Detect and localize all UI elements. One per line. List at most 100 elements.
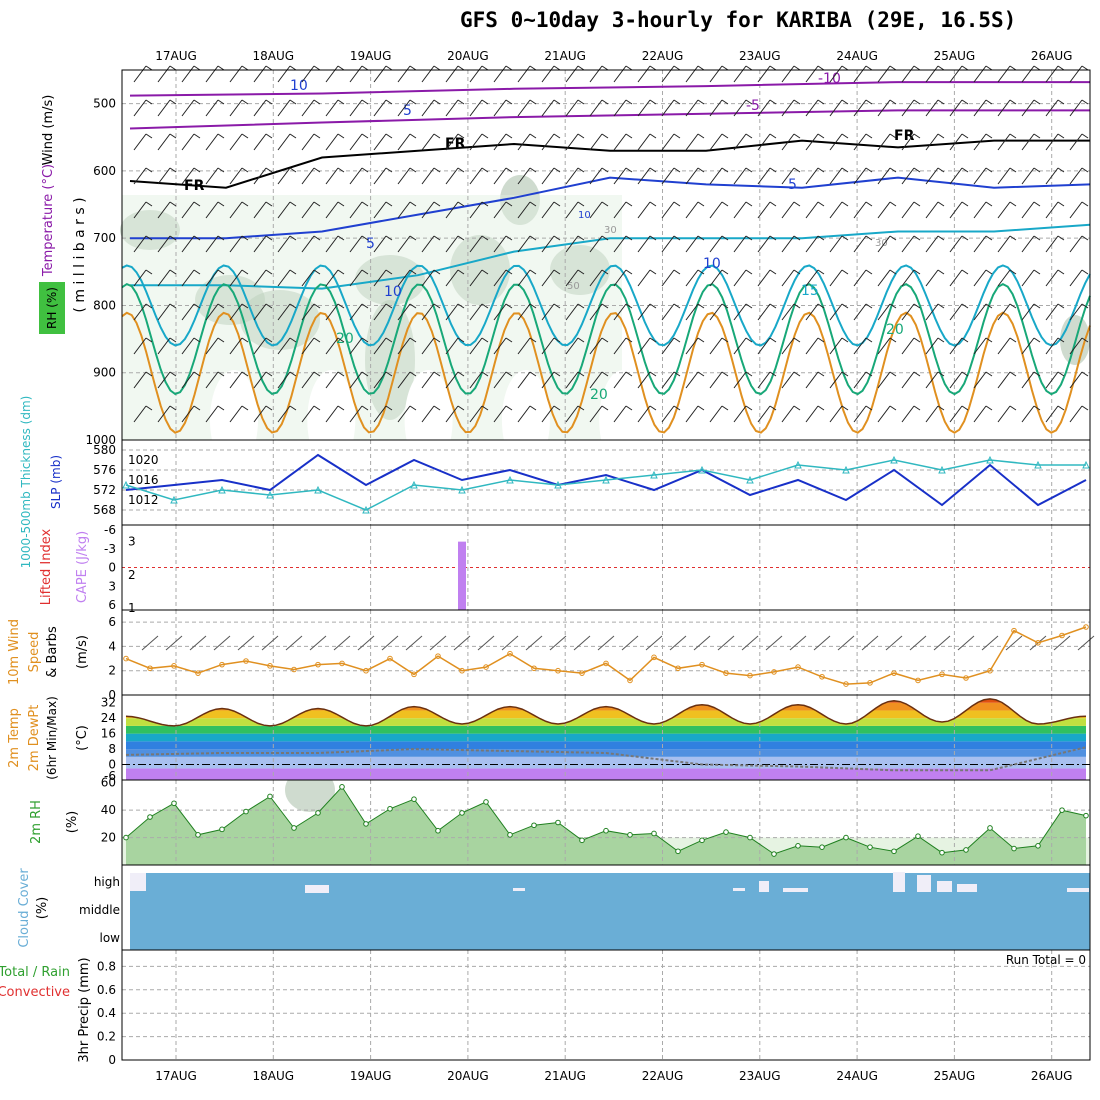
barb [589, 269, 603, 287]
barb-flag [793, 167, 801, 173]
barb-flag [361, 65, 369, 71]
barb [637, 235, 651, 253]
date-label-top: 17AUG [155, 49, 197, 63]
rh-cell [365, 300, 415, 420]
barb-flag [817, 269, 825, 275]
barb [453, 635, 471, 651]
barb-flag [337, 371, 345, 377]
barb-flag [217, 405, 225, 411]
rh-point [315, 810, 321, 816]
barb [373, 337, 387, 355]
ylabel-temp-unit: (°C) [75, 725, 90, 751]
barb [229, 201, 243, 219]
barb [493, 99, 507, 117]
barb-flag [457, 405, 465, 411]
rh-point [531, 822, 537, 829]
temperature-band [126, 725, 1086, 734]
warm-core [793, 370, 842, 470]
barb [373, 99, 387, 117]
barb-flag [913, 99, 921, 105]
barb-flag [481, 133, 489, 139]
barb [669, 635, 687, 651]
barb [781, 303, 795, 321]
barb [1053, 635, 1071, 651]
li-tick: 0 [108, 561, 116, 575]
barb-flag [721, 99, 729, 105]
barb [901, 133, 915, 151]
barb [469, 99, 483, 117]
barb [301, 371, 315, 389]
barb [493, 65, 507, 83]
barb [925, 65, 939, 83]
barb-flag [937, 167, 945, 173]
barb [1069, 405, 1083, 423]
barb [853, 133, 867, 151]
barb-flag [1081, 201, 1089, 207]
wind-speed-point [315, 661, 321, 668]
barb [685, 99, 699, 117]
barb-flag [1009, 405, 1017, 411]
cloud-gap [893, 872, 905, 892]
warm-core [988, 370, 1037, 470]
contour-label: -10 [818, 71, 841, 87]
barb-flag [241, 303, 249, 309]
rh-point [651, 830, 657, 837]
li-tick: -6 [104, 523, 116, 537]
barb [637, 337, 651, 355]
isotherm-wave [121, 311, 1091, 434]
barb-flag [505, 201, 513, 207]
cape-tick: 1 [128, 601, 136, 615]
date-label-top: 22AUG [642, 49, 684, 63]
barb [541, 167, 555, 185]
temperature-band [126, 718, 1086, 726]
barb [805, 167, 819, 185]
rh-point [1011, 845, 1017, 852]
barb [901, 269, 915, 287]
barb [973, 99, 987, 117]
barb-flag [961, 371, 969, 377]
barb-flag [865, 133, 873, 139]
rh-point [579, 837, 585, 844]
barb [637, 371, 651, 389]
rh-point [339, 784, 345, 790]
rh-point [603, 827, 609, 834]
barb [301, 201, 315, 219]
barb-flag [577, 133, 585, 139]
barb [397, 405, 411, 423]
barb-flag [169, 405, 177, 411]
barb-flag [433, 371, 441, 377]
barb [229, 133, 243, 151]
barb [205, 65, 219, 83]
barb [1069, 303, 1083, 321]
ylabel-minmax: (6hr Min/Max) [45, 696, 59, 780]
barb [157, 133, 171, 151]
barb-flag [505, 235, 513, 241]
barb-flag [529, 337, 537, 343]
barb [229, 303, 243, 321]
barb-flag [193, 371, 201, 377]
barb-flag [529, 371, 537, 377]
barb [349, 201, 363, 219]
barb [157, 303, 171, 321]
barb-flag [169, 65, 177, 71]
barb-flag [697, 65, 705, 71]
barb-flag [361, 167, 369, 173]
barb-flag [769, 65, 777, 71]
barb [829, 65, 843, 83]
contour-label: 20 [886, 322, 904, 338]
barb-flag [985, 133, 993, 139]
barb-flag [1033, 337, 1041, 343]
wind-speed-point [507, 650, 513, 657]
barb-flag [673, 99, 681, 105]
barb [877, 405, 891, 423]
wind-speed-point [627, 677, 633, 684]
wind-speed-point [411, 671, 417, 678]
wind-speed-point [531, 665, 537, 672]
barb-flag [577, 371, 585, 377]
wind-speed-point [579, 670, 585, 676]
barb [397, 167, 411, 185]
barb-flag [745, 65, 753, 71]
wind-speed-point [963, 675, 969, 681]
li-tick: -3 [104, 542, 116, 556]
rh-legend-box [39, 282, 65, 334]
